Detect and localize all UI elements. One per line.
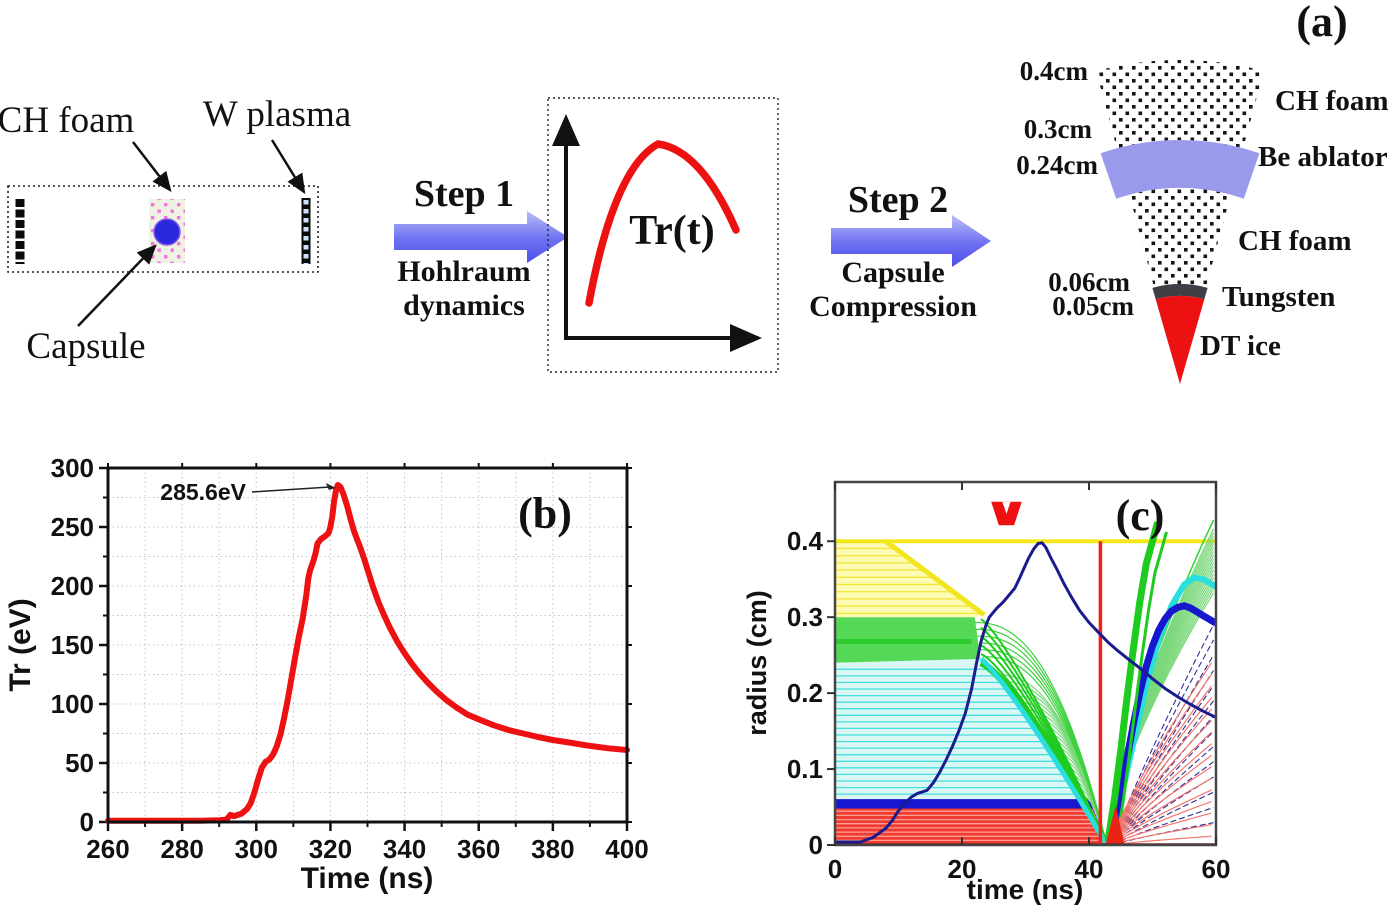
panel-b-xlabel: Time (ns) [301, 862, 434, 895]
ch-foam-arrow [132, 141, 172, 192]
ch-foam-label: CH foam [0, 100, 135, 141]
panel-c-ylabel: radius (cm) [742, 590, 772, 736]
w-plasma-label: W plasma [203, 94, 351, 135]
w-plasma-arrow [270, 139, 306, 195]
dim-0-05cm: 0.05cm [1052, 291, 1134, 321]
step1-caption-2: dynamics [403, 289, 525, 322]
panel-a-label: (a) [1296, 0, 1347, 46]
dim-0-06cm: 0.06cm [1048, 267, 1130, 297]
capsule-arrow [77, 244, 157, 327]
panel-c-label: (c) [1116, 491, 1165, 540]
wedge-dt-ice [1155, 295, 1205, 384]
panel-c-ytick: 0.4 [787, 526, 824, 556]
schematic-row: CH foam W plasma Capsule Step 1 Hohlraum… [0, 0, 1389, 384]
panel-b-xtick: 280 [160, 834, 203, 864]
panel-c-chart: 0 20 40 60 0 0.1 0.2 0.3 0.4 (c) time (ns) radiu… [742, 480, 1231, 905]
panel-c-plot-area [835, 519, 1216, 845]
panel-b-xtick: 380 [531, 834, 574, 864]
capsule-label: Capsule [26, 326, 145, 367]
step2-caption-2: Compression [809, 290, 977, 323]
panel-b-ytick: 300 [51, 453, 94, 483]
panel-c-generated: 0 20 40 60 0 0.1 0.2 0.3 0.4 [787, 480, 1231, 884]
step1-title: Step 1 [414, 173, 514, 215]
capsule-circle [153, 218, 181, 246]
dim-0-3cm: 0.3cm [1024, 114, 1093, 144]
wedge-tungsten [1152, 284, 1208, 300]
wedge-be-ablator [1100, 140, 1260, 199]
panel-b-xtick: 340 [383, 834, 426, 864]
step2-caption-1: Capsule [841, 256, 944, 289]
step2-title: Step 2 [848, 179, 948, 221]
layer-dt-ice: DT ice [1200, 330, 1281, 362]
panel-c-xtick: 20 [948, 854, 977, 884]
panel-b-ytick: 0 [80, 807, 94, 837]
panel-b-ytick: 100 [51, 689, 94, 719]
tr-sketch-box [547, 97, 779, 373]
wedge-ch-foam-inner [1129, 188, 1231, 288]
step1-arrow [394, 211, 568, 263]
dim-0-4cm: 0.4cm [1020, 56, 1089, 86]
panel-b-xtick: 300 [235, 834, 278, 864]
panel-b-ylabel: Tr (eV) [4, 598, 37, 691]
dim-0-24cm: 0.24cm [1016, 150, 1098, 180]
step2-arrow [831, 215, 991, 267]
panel-b-ytick: 50 [65, 748, 94, 778]
layer-ch-foam-outer: CH foam [1275, 85, 1389, 117]
step1-caption-1: Hohlraum [397, 255, 530, 288]
layer-be-ablator: Be ablator [1258, 141, 1388, 173]
panel-c-ytick: 0.3 [787, 602, 823, 632]
panel-b-xtick: 400 [605, 834, 648, 864]
wedge-ch-foam-outer [1096, 59, 1264, 149]
panel-b-xtick: 260 [86, 834, 129, 864]
panel-c-ytick: 0.2 [787, 678, 823, 708]
peak-annotation: 285.6eV [160, 479, 246, 505]
tr-sketch-label: Tr(t) [629, 208, 715, 254]
layer-ch-foam-inner: CH foam [1238, 225, 1352, 257]
peak-annotation-arrow [251, 486, 330, 493]
panel-b-ytick: 150 [51, 630, 94, 660]
panel-b-chart: 260 280 300 320 340 360 380 400 0 50 100 150 200 250 3… [4, 453, 649, 895]
panel-b-label: (b) [518, 489, 572, 538]
panel-b-ytick: 200 [51, 571, 94, 601]
tr-sketch-curve [585, 140, 740, 307]
panel-b-xtick: 360 [457, 834, 500, 864]
layer-tungsten: Tungsten [1222, 281, 1335, 313]
panel-c-ytick: 0 [809, 830, 823, 860]
panel-c-xtick: 60 [1202, 854, 1231, 884]
tr-curve [105, 482, 630, 824]
panel-c-xtick: 0 [828, 854, 842, 884]
panel-b-ytick: 250 [51, 512, 94, 542]
panel-c-xlabel: time (ns) [967, 874, 1084, 905]
panel-b-generated: 260 280 300 320 340 360 380 400 0 50 100 150 200 250 3… [51, 453, 649, 864]
panel-b-xtick: 320 [309, 834, 352, 864]
panel-c-ytick: 0.1 [787, 754, 823, 784]
panel-c-xtick: 40 [1075, 854, 1104, 884]
